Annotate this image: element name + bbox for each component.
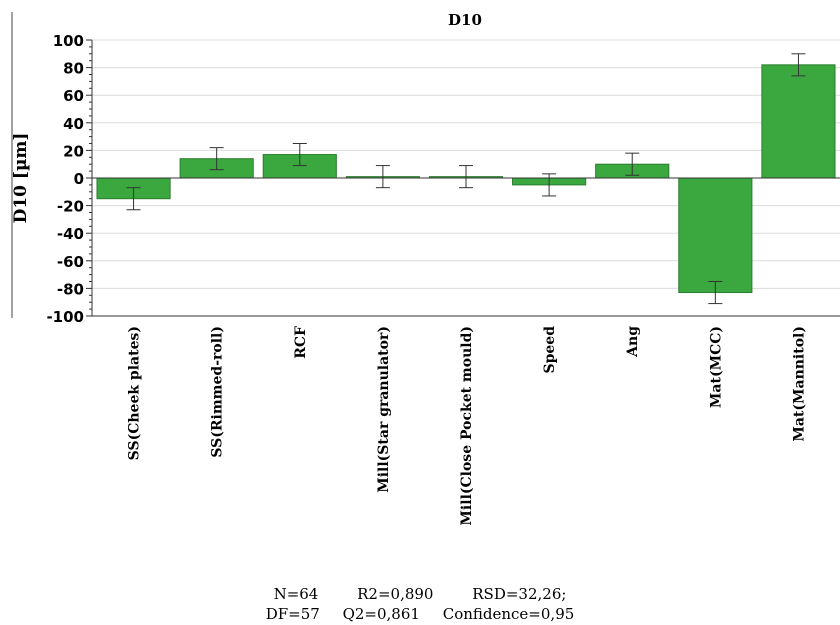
x-tick-label: Speed — [542, 326, 558, 374]
x-tick-label: Ang — [625, 326, 641, 358]
y-tick-label: 60 — [63, 87, 84, 105]
x-tick-label: Mill(Close Pocket mould) — [459, 326, 475, 526]
y-tick-label: -60 — [57, 253, 84, 271]
y-tick-label: -80 — [57, 280, 84, 298]
y-axis-label: D10 [µm] — [11, 133, 31, 224]
axes — [86, 39, 840, 317]
bars — [96, 53, 836, 305]
chart-title: D10 — [448, 11, 482, 29]
y-tick-label: -100 — [46, 308, 84, 326]
chart: D10 D10 [µm] -100 -80 -60 -40 -20 0 20 40 60 80 10… — [11, 11, 840, 526]
stat-q2: Q2=0,861 — [342, 605, 420, 623]
stats-line-1: N=64 R2=0,890 RSD=32,26; — [0, 585, 840, 603]
x-tick-label: RCF — [293, 326, 309, 359]
x-tick-labels: SS(Cheek plates) SS(Rimmed-roll) RCF Mill(S… — [127, 326, 808, 526]
y-tick-labels: -100 -80 -60 -40 -20 0 20 40 60 80 100 — [46, 32, 84, 326]
x-tick-label: Mill(Star granulator) — [376, 326, 392, 493]
y-tick-label: 80 — [63, 60, 84, 78]
y-tick-label: 40 — [63, 115, 84, 133]
x-tick-label: Mat(Mannitol) — [791, 326, 807, 442]
y-tick-label: -20 — [57, 198, 84, 216]
bar — [761, 64, 836, 179]
y-tick-label: 100 — [53, 32, 84, 50]
stat-confidence: Confidence=0,95 — [442, 605, 575, 623]
stat-n: N=64 — [273, 585, 319, 603]
bar — [678, 177, 753, 294]
stat-rsd: RSD=32,26; — [472, 585, 567, 603]
y-tick-label: 0 — [74, 170, 84, 188]
y-tick-label: 20 — [63, 142, 84, 160]
stat-r2: R2=0,890 — [357, 585, 434, 603]
x-tick-label: SS(Cheek plates) — [127, 326, 143, 460]
stats-line-2: DF=57 Q2=0,861 Confidence=0,95 — [0, 605, 840, 623]
x-tick-label: SS(Rimmed-roll) — [210, 326, 226, 458]
x-tick-label: Mat(MCC) — [708, 326, 724, 408]
y-tick-label: -40 — [57, 225, 84, 243]
stat-df: DF=57 — [265, 605, 320, 623]
